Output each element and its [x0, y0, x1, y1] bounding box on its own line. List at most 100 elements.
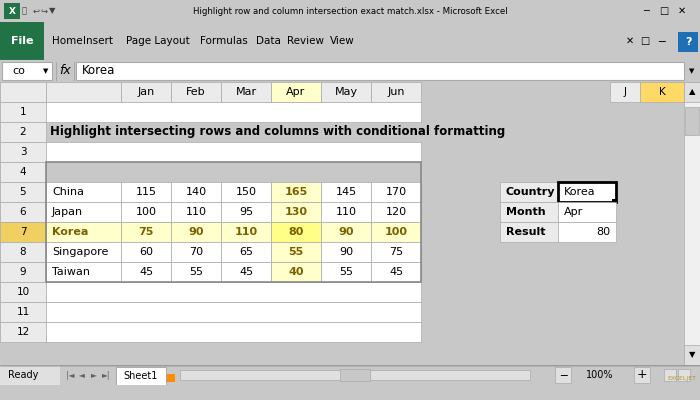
Bar	[46, 82, 121, 102]
Bar	[46, 162, 421, 282]
Bar	[558, 202, 616, 222]
Bar	[558, 182, 616, 202]
Text: ◄: ◄	[79, 370, 85, 380]
Text: ─: ─	[643, 6, 649, 16]
Bar	[0, 322, 46, 342]
Text: Korea: Korea	[82, 64, 116, 78]
Bar	[371, 242, 421, 262]
Bar	[171, 222, 221, 242]
Text: Result: Result	[506, 227, 545, 237]
Text: Singapore: Singapore	[52, 247, 108, 257]
Text: 12: 12	[16, 327, 29, 337]
Bar	[321, 202, 371, 222]
Text: 75: 75	[139, 227, 154, 237]
Text: ►: ►	[91, 370, 97, 380]
Text: 115: 115	[136, 187, 157, 197]
Text: 55: 55	[288, 247, 304, 257]
Text: 170: 170	[386, 187, 407, 197]
Bar	[684, 82, 700, 102]
Text: +: +	[637, 368, 648, 382]
Bar	[0, 262, 46, 282]
Text: 80: 80	[596, 227, 610, 237]
Text: Formulas: Formulas	[200, 36, 248, 46]
Text: 120: 120	[386, 207, 407, 217]
Text: File: File	[10, 36, 34, 46]
Bar	[0, 82, 46, 102]
Bar	[76, 62, 684, 80]
Bar	[555, 367, 571, 383]
Text: 55: 55	[189, 267, 203, 277]
Bar	[640, 82, 684, 102]
Bar	[221, 202, 271, 222]
Text: Highlight row and column intersection exact match.xlsx - Microsoft Excel: Highlight row and column intersection ex…	[193, 6, 508, 16]
Bar	[0, 222, 46, 242]
Text: ►|: ►|	[102, 370, 111, 380]
Bar	[221, 262, 271, 282]
Text: 40: 40	[288, 267, 304, 277]
Bar	[271, 242, 321, 262]
Bar	[46, 262, 121, 282]
Text: fx: fx	[59, 64, 71, 78]
Text: ▼: ▼	[43, 68, 49, 74]
Bar	[371, 222, 421, 242]
Text: 70: 70	[189, 247, 203, 257]
Bar	[221, 242, 271, 262]
Bar	[46, 222, 121, 242]
Bar	[121, 222, 171, 242]
Bar	[0, 162, 46, 182]
Text: |◄: |◄	[66, 370, 74, 380]
Text: Japan: Japan	[52, 207, 83, 217]
Bar	[221, 182, 271, 202]
Text: 130: 130	[284, 207, 307, 217]
Text: ✕: ✕	[626, 36, 634, 46]
Text: Apr: Apr	[286, 87, 306, 97]
Text: 100%: 100%	[587, 370, 614, 380]
Text: 10: 10	[16, 287, 29, 297]
Bar	[2, 62, 52, 80]
Text: Korea: Korea	[52, 227, 88, 237]
Text: □: □	[659, 6, 668, 16]
Bar	[0, 365, 60, 385]
Bar	[321, 182, 371, 202]
Text: 110: 110	[335, 207, 356, 217]
Bar	[0, 202, 46, 222]
Bar	[371, 182, 421, 202]
Text: 1: 1	[20, 107, 27, 117]
Text: 8: 8	[20, 247, 27, 257]
Text: 45: 45	[139, 267, 153, 277]
Text: 75: 75	[389, 247, 403, 257]
Text: China: China	[52, 187, 84, 197]
Text: 100: 100	[136, 207, 157, 217]
Bar	[0, 302, 46, 322]
Text: 140: 140	[186, 187, 206, 197]
Bar	[500, 222, 558, 242]
Text: 11: 11	[16, 307, 29, 317]
Bar	[0, 242, 46, 262]
Text: 100: 100	[384, 227, 407, 237]
Bar	[664, 369, 676, 381]
Bar	[612, 199, 617, 204]
Text: ?: ?	[685, 37, 692, 47]
Bar	[634, 367, 650, 383]
Bar	[271, 202, 321, 222]
Text: co: co	[12, 66, 25, 76]
Text: 165: 165	[284, 187, 307, 197]
Bar	[558, 222, 616, 242]
Text: Review: Review	[286, 36, 323, 46]
Bar	[0, 142, 46, 162]
Text: ▼: ▼	[689, 350, 695, 360]
Bar	[171, 262, 221, 282]
Bar	[271, 182, 321, 202]
Text: 90: 90	[339, 247, 353, 257]
Text: ▼: ▼	[49, 6, 55, 16]
Bar	[678, 32, 698, 52]
Text: May: May	[335, 87, 358, 97]
Text: View: View	[330, 36, 354, 46]
Bar	[46, 202, 121, 222]
Text: 7: 7	[20, 227, 27, 237]
Text: 80: 80	[288, 227, 304, 237]
Bar	[0, 122, 46, 142]
Bar	[121, 182, 171, 202]
Text: 110: 110	[234, 227, 258, 237]
Bar	[321, 242, 371, 262]
